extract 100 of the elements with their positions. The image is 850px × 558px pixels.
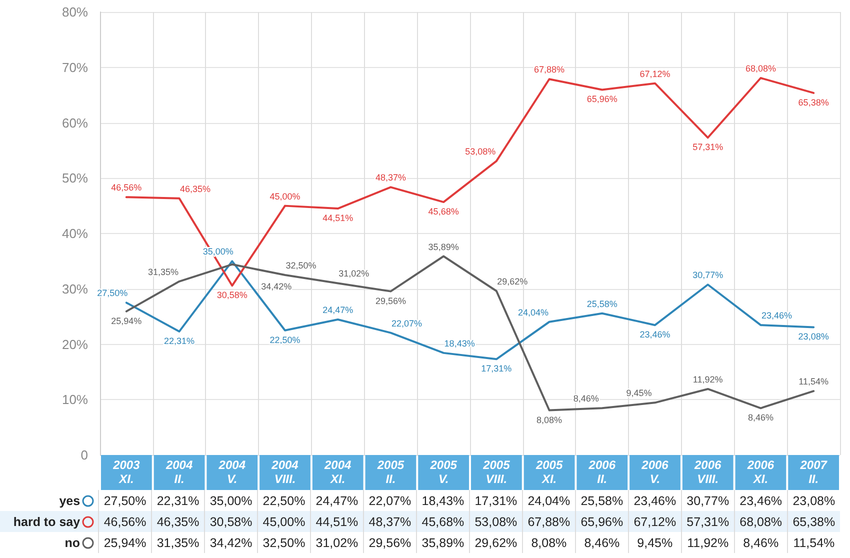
x-tick-label: 2006 V.	[640, 458, 669, 486]
data-label: 35,89%	[416, 532, 470, 553]
text: 32,50%	[286, 260, 316, 271]
data-label: 24,04%	[522, 490, 576, 511]
data-label: 65,38%	[787, 511, 840, 532]
data-label: 44,51%	[310, 511, 364, 532]
y-tick-label: 40%	[62, 226, 88, 241]
x-tick-label: 2005 II.	[376, 458, 404, 486]
data-label: 29,56%	[363, 532, 416, 553]
x-tick-label: 2005 VIII.	[482, 458, 510, 486]
data-label: 23,46%	[734, 490, 788, 511]
x-tick-label: 2004 II.	[164, 458, 193, 486]
data-label: 11,54%	[787, 532, 840, 553]
text: 45,68%	[428, 206, 459, 217]
text: 30,58%	[216, 290, 248, 300]
data-label: 24,47%	[310, 490, 364, 511]
text: 25,58%	[586, 298, 618, 309]
y-tick-label: 20%	[62, 336, 88, 352]
y-tick-label: 70%	[62, 60, 88, 75]
text: 53,08%	[465, 146, 496, 157]
data-label: 34,42%	[204, 532, 258, 553]
text: 17,31%	[481, 364, 512, 374]
text: 22,07%	[391, 318, 422, 328]
data-label: 65,96%	[575, 511, 628, 532]
text: 22,50%	[270, 334, 300, 345]
text: 67,12%	[640, 68, 670, 79]
x-tick-label: 2004 V.	[218, 458, 246, 486]
text: 11,92%	[692, 374, 723, 384]
text: 67,88%	[534, 64, 565, 75]
text: 44,51%	[322, 213, 354, 224]
data-label: 17,31%	[469, 490, 522, 511]
text: 23,46%	[761, 310, 792, 321]
text: 31,02%	[338, 268, 370, 279]
text: 34,42%	[261, 281, 292, 292]
text: 68,08%	[745, 64, 776, 74]
x-tick-label: 2006 II.	[588, 458, 616, 486]
data-label: 31,02%	[310, 532, 364, 553]
x-tick-label: 2007 II.	[799, 458, 828, 486]
y-tick-label: 10%	[62, 392, 88, 408]
text: 46,56%	[111, 182, 142, 193]
text: 22,31%	[164, 336, 195, 346]
data-label: 22,50%	[258, 490, 310, 511]
data-label: 32,50%	[258, 532, 310, 553]
data-label: 30,58%	[204, 511, 258, 532]
text: 11,54%	[798, 376, 828, 387]
text: 23,08%	[798, 332, 829, 342]
text: 48,37%	[375, 172, 406, 183]
text: 27,50%	[97, 288, 128, 298]
data-label: 30,77%	[681, 490, 734, 511]
data-label: 67,88%	[522, 511, 576, 532]
legend-label: yes	[59, 494, 80, 508]
x-tick-label: 2005 V.	[429, 458, 458, 486]
text: 29,62%	[497, 276, 528, 286]
data-label: 27,50%	[98, 490, 152, 511]
data-label: 22,31%	[152, 490, 205, 511]
data-label: 53,08%	[469, 511, 522, 532]
data-label: 23,08%	[787, 490, 840, 511]
data-label: 22,07%	[363, 490, 416, 511]
text: 46,35%	[180, 184, 211, 194]
text: 18,43%	[444, 338, 475, 348]
x-tick-label: 2005 XI.	[534, 458, 563, 486]
data-label: 57,31%	[681, 511, 734, 532]
data-label: 8,46%	[575, 532, 628, 553]
data-label: 46,56%	[98, 511, 152, 532]
text: 8,46%	[573, 394, 599, 404]
text: 25,94%	[111, 316, 142, 326]
text: 45,00%	[270, 191, 300, 202]
data-label: 67,12%	[628, 511, 682, 532]
text: 23,46%	[640, 330, 670, 340]
legend-label: hard to say	[13, 514, 80, 528]
data-label: 46,35%	[152, 511, 205, 532]
data-label: 31,35%	[152, 532, 205, 553]
data-label: 11,92%	[681, 532, 734, 553]
data-label: 29,62%	[469, 532, 522, 553]
y-tick-label: 60%	[62, 115, 88, 130]
x-tick-label: 2006 XI.	[746, 458, 774, 486]
y-tick-label: 30%	[62, 281, 88, 296]
x-tick-label: 2004 XI.	[324, 458, 352, 486]
data-label: 25,58%	[575, 490, 628, 511]
text: 24,47%	[322, 304, 354, 315]
data-label: 23,46%	[628, 490, 682, 511]
data-label: 8,08%	[522, 532, 576, 553]
data-label: 18,43%	[416, 490, 470, 511]
text: 9,45%	[626, 388, 652, 398]
text: 65,96%	[586, 94, 618, 104]
text: 29,56%	[375, 296, 406, 306]
x-tick-label: 2003 XI.	[112, 458, 140, 486]
y-tick-label: 80%	[62, 4, 88, 20]
data-label: 45,00%	[258, 511, 310, 532]
x-tick-label: 2004 VIII.	[270, 458, 299, 486]
data-label: 35,00%	[204, 490, 258, 511]
legend-label: no	[64, 536, 80, 550]
x-tick-label: 2006 VIII.	[694, 458, 722, 486]
y-tick-label: 0	[80, 448, 88, 462]
y-tick-label: 50%	[62, 170, 88, 186]
data-label: 8,46%	[734, 532, 788, 553]
text: 35,89%	[428, 242, 459, 252]
text: 8,08%	[536, 414, 562, 425]
data-label: 48,37%	[363, 511, 416, 532]
text: 8,46%	[748, 412, 774, 423]
